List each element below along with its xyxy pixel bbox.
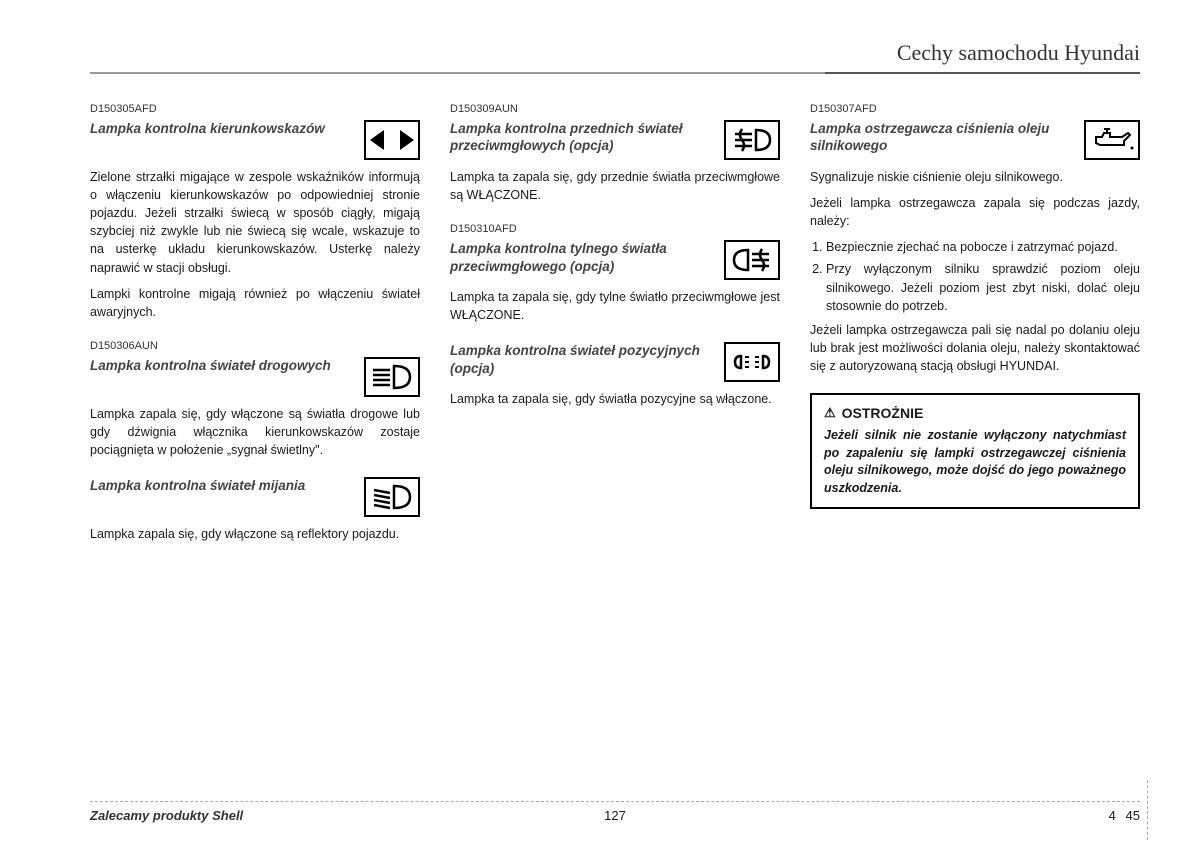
header-title: Cechy samochodu Hyundai (90, 40, 1140, 66)
section-low-beam: Lampka kontrolna świateł mijania Lampka … (90, 477, 420, 543)
body-text: Lampka ta zapala się, gdy przednie świat… (450, 168, 780, 204)
warning-triangle-icon: ⚠ (824, 404, 836, 423)
turn-signal-icon (364, 120, 420, 160)
numbered-list: Bezpiecznie zjechać na pobocze i zatrzym… (810, 238, 1140, 315)
section-title: Lampka kontrolna tylnego światła przeciw… (450, 240, 714, 275)
section-turn-signal: D150305AFD Lampka kontrolna kierun­kowsk… (90, 102, 420, 321)
body-text: Lampka zapala się, gdy włączone są refle… (90, 525, 420, 543)
header-rule (90, 72, 1140, 74)
section-title: Lampka kontrolna świateł pozycyjnych (op… (450, 342, 714, 377)
caution-title-text: OSTROŻNIE (842, 403, 924, 423)
column-2: D150309AUN Lampka kontrolna przed­nich ś… (450, 102, 780, 561)
footer-divider (1147, 780, 1148, 840)
body-text: Lampka ta zapala się, gdy tylne światło … (450, 288, 780, 324)
body-text: Lampki kontrolne migają również po włącz… (90, 285, 420, 321)
footer-left: Zalecamy produkty Shell (90, 808, 440, 823)
section-code: D150310AFD (450, 222, 780, 238)
page-header: Cechy samochodu Hyundai (90, 40, 1140, 66)
section-oil-pressure: D150307AFD Lampka ostrzegawcza ciśnienia… (810, 102, 1140, 375)
section-position-lights: Lampka kontrolna świateł pozycyjnych (op… (450, 342, 780, 408)
section-rear-fog: D150310AFD Lampka kontrolna tylnego świa… (450, 222, 780, 324)
caution-body: Jeżeli silnik nie zostanie wyłączony nat… (824, 427, 1126, 497)
list-item: Bezpiecznie zjechać na pobocze i zatrzym… (826, 238, 1140, 256)
caution-title: ⚠ OSTROŻNIE (824, 403, 1126, 423)
oil-pressure-icon (1084, 120, 1140, 160)
section-code: D150305AFD (90, 102, 420, 118)
section-front-fog: D150309AUN Lampka kontrolna przed­nich ś… (450, 102, 780, 204)
column-3: D150307AFD Lampka ostrzegawcza ciśnienia… (810, 102, 1140, 561)
body-text: Sygnalizuje niskie ciśnienie oleju silni… (810, 168, 1140, 186)
list-item: Przy wyłączonym silniku sprawdzić poziom… (826, 260, 1140, 314)
section-title: Lampka kontrolna kierun­kowskazów (90, 120, 354, 138)
body-text: Jeżeli lampka ostrzegawcza zapala się po… (810, 194, 1140, 230)
section-title: Lampka kontrolna przed­nich świateł prze… (450, 120, 714, 155)
low-beam-icon (364, 477, 420, 517)
content-columns: D150305AFD Lampka kontrolna kierun­kowsk… (90, 102, 1140, 561)
section-title: Lampka ostrzegawcza ciśnienia oleju siln… (810, 120, 1074, 155)
rear-fog-icon (724, 240, 780, 280)
footer-page: 45 (1126, 808, 1140, 823)
page-footer: Zalecamy produkty Shell 127 4 45 (90, 801, 1140, 823)
front-fog-icon (724, 120, 780, 160)
footer-right: 4 45 (790, 808, 1140, 823)
section-title: Lampka kontrolna świateł drogowych (90, 357, 354, 375)
body-text: Jeżeli lampka ostrzegawcza pali się nada… (810, 321, 1140, 375)
section-code: D150309AUN (450, 102, 780, 118)
section-code: D150307AFD (810, 102, 1140, 118)
position-lights-icon (724, 342, 780, 382)
section-high-beam: D150306AUN Lampka kontrolna świateł drog… (90, 339, 420, 459)
body-text: Zielone strzałki migające w zespole wska… (90, 168, 420, 277)
section-code: D150306AUN (90, 339, 420, 355)
column-1: D150305AFD Lampka kontrolna kierun­kowsk… (90, 102, 420, 561)
footer-page-number: 127 (440, 808, 790, 823)
footer-chapter: 4 (1109, 808, 1116, 823)
section-title: Lampka kontrolna świateł mijania (90, 477, 354, 495)
caution-box: ⚠ OSTROŻNIE Jeżeli silnik nie zostanie w… (810, 393, 1140, 509)
high-beam-icon (364, 357, 420, 397)
body-text: Lampka ta zapala się, gdy światła pozycy… (450, 390, 780, 408)
body-text: Lampka zapala się, gdy włączone są świat… (90, 405, 420, 459)
